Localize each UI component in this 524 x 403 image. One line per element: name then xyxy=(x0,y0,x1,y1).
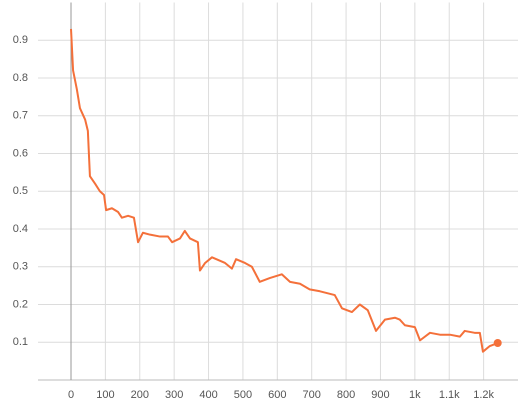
y-tick-label: 0.4 xyxy=(13,223,28,235)
y-tick-label: 0.7 xyxy=(13,110,28,122)
end-point xyxy=(493,339,502,348)
x-tick-label: 200 xyxy=(131,389,149,401)
y-tick-label: 0.1 xyxy=(13,336,28,348)
x-tick-label: 1.2k xyxy=(473,389,494,401)
x-tick-label: 400 xyxy=(199,389,217,401)
y-tick-label: 0.5 xyxy=(13,185,28,197)
line xyxy=(70,28,499,353)
x-tick-label: 700 xyxy=(303,389,321,401)
x-tick-label: 100 xyxy=(96,389,114,401)
x-tick-label: 800 xyxy=(337,389,355,401)
y-tick-label: 0.2 xyxy=(13,298,28,310)
y-tick-label: 0.8 xyxy=(13,72,28,84)
y-tick-label: 0.3 xyxy=(13,261,28,273)
x-tick-label: 500 xyxy=(234,389,252,401)
y-tick-label: 0.6 xyxy=(13,147,28,159)
x-tick-label: 900 xyxy=(371,389,389,401)
x-tick-label: 600 xyxy=(268,389,286,401)
x-tick-label: 1.1k xyxy=(439,389,460,401)
x-tick-label: 1k xyxy=(409,389,421,401)
x-tick-label: 0 xyxy=(68,389,74,401)
x-tick-label: 300 xyxy=(165,389,183,401)
y-tick-label: 0.9 xyxy=(13,34,28,46)
